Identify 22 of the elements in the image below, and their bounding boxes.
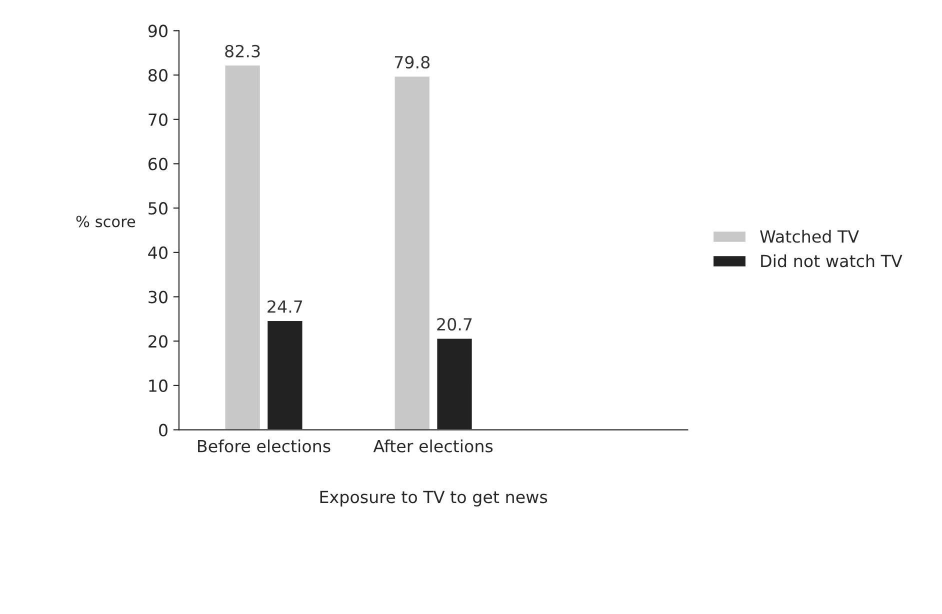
y-tick-label: 70	[148, 113, 168, 126]
x-tick-label: Before elections	[198, 440, 330, 452]
legend-label: Watched TV	[760, 230, 859, 243]
legend-label: Did not watch TV	[761, 254, 902, 268]
data-label: 24.7	[268, 300, 302, 313]
bar	[224, 64, 262, 430]
data-label: 79.8	[394, 56, 430, 69]
y-tick-label: 30	[148, 290, 168, 304]
x-axis-title: Exposure to TV to get news	[320, 490, 548, 507]
y-tick-label: 20	[148, 335, 168, 348]
y-tick-label: 60	[148, 158, 168, 170]
y-tick-label: 0	[159, 424, 168, 436]
y-tick-label: 10	[149, 379, 168, 392]
y-tick-label: 90	[148, 24, 168, 38]
y-tick-label: 40	[148, 246, 168, 259]
bar	[393, 75, 431, 430]
y-axis-title: % score	[76, 216, 136, 228]
data-label: 20.7	[437, 318, 472, 331]
data-label: 82.3	[225, 44, 260, 58]
x-tick-label: After elections	[373, 440, 493, 452]
y-tick-label: 80	[148, 69, 168, 82]
y-tick-label: 50	[148, 202, 168, 215]
